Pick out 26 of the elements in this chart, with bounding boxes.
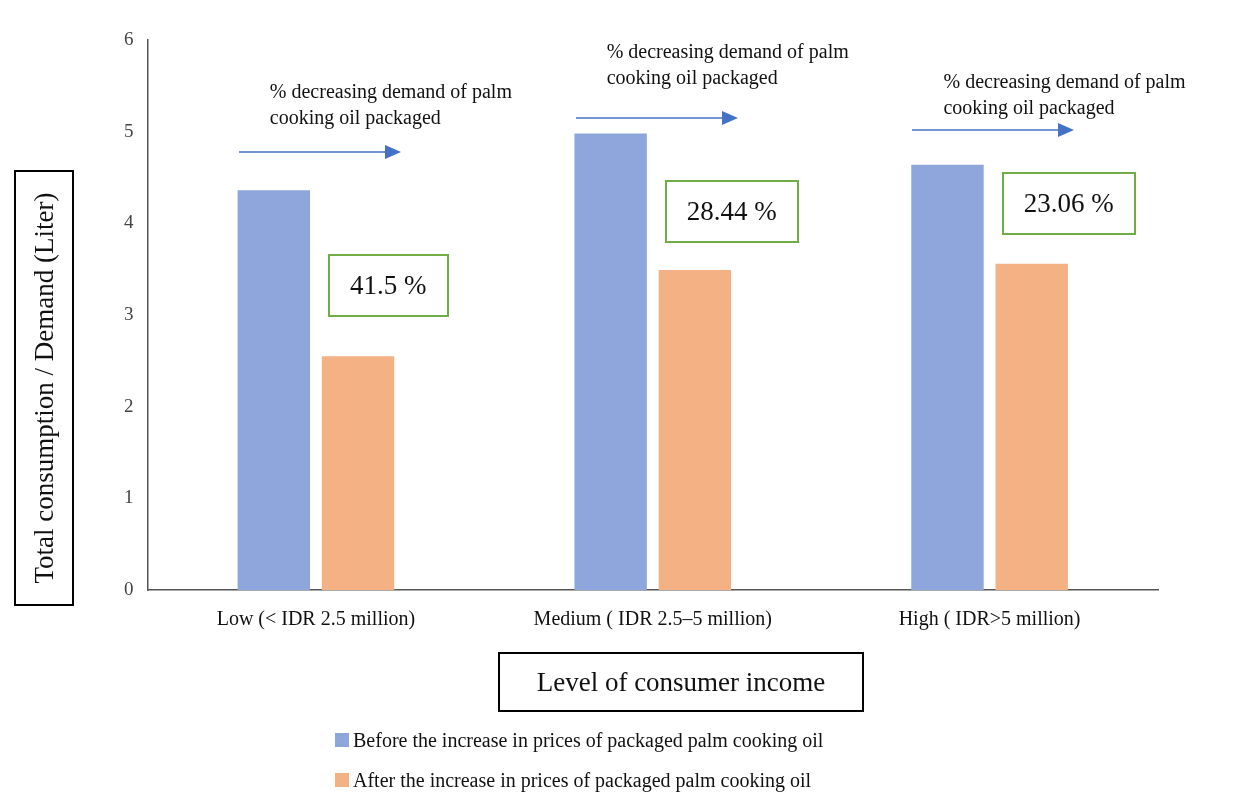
y-tick-label: 2 [124, 394, 134, 416]
bar [911, 164, 984, 590]
x-axis-title: Level of consumer income [498, 652, 864, 712]
legend-label: After the increase in prices of packaged palm cooking oil [352, 767, 813, 794]
annotation: 41.5 % [328, 254, 449, 317]
annotation: % decreasing demand of palm cooking oil packaged [606, 39, 850, 90]
y-tick-label: 1 [124, 486, 134, 508]
legend-label: Before the increase in prices of packaged palm cooking oil [352, 727, 824, 754]
bar [321, 356, 395, 590]
annotation: 28.44 % [664, 180, 799, 243]
annotation: 23.06 % [1001, 172, 1136, 235]
y-tick-label: 0 [124, 577, 134, 599]
x-tick-label: High ( IDR>5 million) [898, 607, 1081, 631]
bar [574, 133, 647, 590]
y-tick-label: 6 [124, 27, 134, 49]
bar [995, 263, 1068, 590]
y-tick-label: 5 [124, 119, 134, 141]
annotation: % decreasing demand of palm cooking oil packaged [269, 79, 513, 130]
y-axis-title: Total consumption / Demand (Liter) [28, 191, 60, 586]
x-tick-label: Low (< IDR 2.5 million) [216, 607, 416, 631]
y-tick-label: 3 [124, 302, 134, 324]
bar [658, 270, 732, 590]
y-tick-label: 4 [124, 211, 134, 233]
bar [237, 190, 311, 590]
x-tick-label: Medium ( IDR 2.5–5 million) [533, 607, 772, 631]
annotation: % decreasing demand of palm cooking oil packaged [943, 69, 1187, 120]
